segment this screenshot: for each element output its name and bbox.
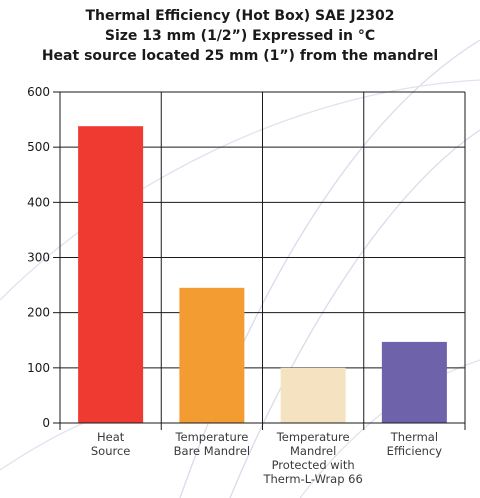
bar-0 [78,126,144,423]
category-label-0-line-0: Heat [97,430,125,444]
chart-title-line-1: Thermal Efficiency (Hot Box) SAE J2302 [85,8,395,24]
y-tick-label-6: 600 [27,85,50,99]
category-label-0: Heat Source [91,430,131,458]
category-label-3: Thermal Efficiency [387,430,443,458]
y-tick-label-2: 200 [27,306,50,320]
chart-title-line-3: Heat source located 25 mm (1”) from the … [41,48,439,64]
category-label-0-line-1: Source [91,444,131,458]
y-tick-label-0: 0 [42,416,50,430]
category-label-3-line-1: Efficiency [387,444,443,458]
category-label-1: Temperature Bare Mandrel [174,430,250,458]
category-label-2-line-0: Temperature [276,430,350,444]
category-label-1-line-1: Bare Mandrel [174,444,250,458]
bar-2 [280,367,346,423]
category-label-2-line-3: Therm-L-Wrap 66 [262,472,362,486]
y-tick-label-4: 400 [27,195,50,209]
bar-1 [179,287,245,423]
category-label-2: Temperature Mandrel Protected with Therm-L-… [262,430,362,486]
y-tick-label-5: 500 [27,140,50,154]
y-tick-label-1: 100 [27,361,50,375]
category-label-2-line-1: Mandrel [290,444,336,458]
category-label-2-line-2: Protected with [272,458,355,472]
category-label-3-line-0: Thermal [390,430,438,444]
chart-title-line-2: Size 13 mm (1/2”) Expressed in °C [104,28,376,44]
category-label-1-line-0: Temperature [174,430,248,444]
bar-3 [381,341,447,423]
y-tick-label-3: 300 [27,251,50,265]
